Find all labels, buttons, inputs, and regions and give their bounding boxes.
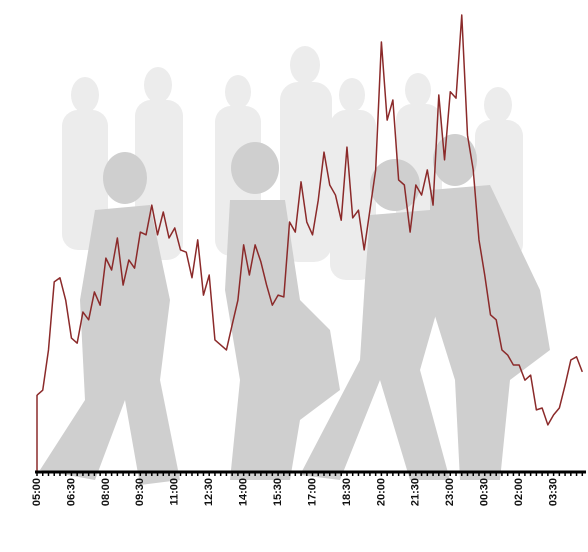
x-tick-label: 12:30 [203,478,215,506]
x-tick-label: 21:30 [410,478,422,506]
x-tick-label: 17:00 [306,478,318,506]
x-tick-label: 00:30 [479,478,491,506]
x-tick-label: 15:30 [272,478,284,506]
x-tick-label: 18:30 [341,478,353,506]
background-silhouettes [40,46,550,485]
x-tick-label: 23:00 [444,478,456,506]
x-tick-label: 09:30 [134,478,146,506]
x-tick-label: 20:00 [375,478,387,506]
x-tick-label: 02:00 [513,478,525,506]
x-tick-label: 08:00 [100,478,112,506]
x-tick-label: 11:00 [169,478,181,506]
chart: 05:00 06:30 08:00 09:30 11:00 12:30 14:00 15:30… [0,0,588,552]
x-tick-label: 05:00 [31,478,43,506]
x-tick-label: 03:30 [548,478,560,506]
x-tick-label: 14:00 [238,478,250,506]
x-tick-label: 06:30 [65,478,77,506]
